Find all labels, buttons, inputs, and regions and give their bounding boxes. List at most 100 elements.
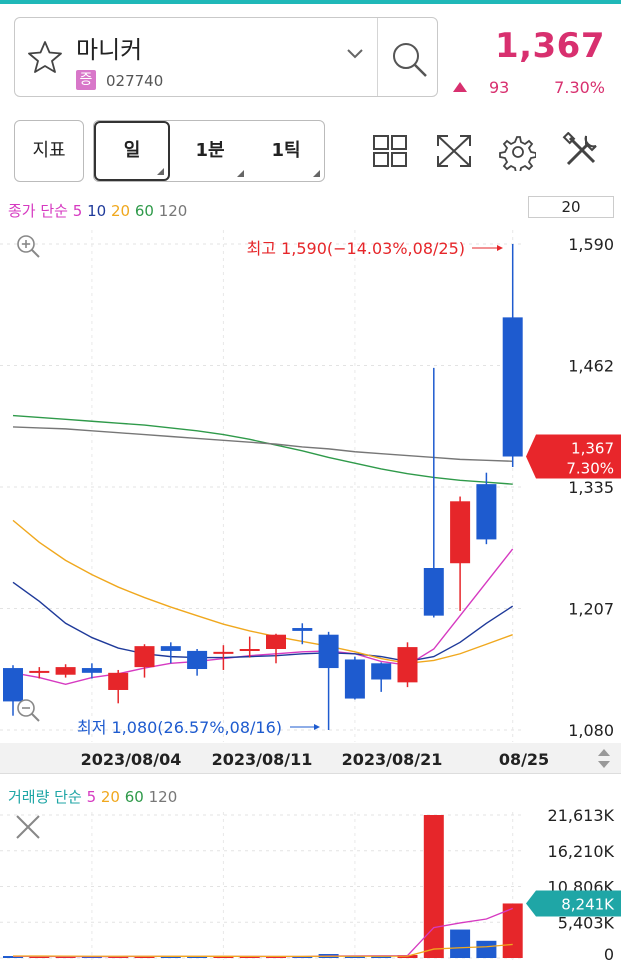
volume-bar xyxy=(134,956,155,958)
market-badge: 증 xyxy=(76,70,96,90)
current-price: 1,367 xyxy=(494,26,605,66)
volume-bar xyxy=(266,956,286,958)
candle-body xyxy=(160,646,181,651)
chevron-down-icon[interactable] xyxy=(346,48,364,60)
volume-indicator-title: 거래량 단순 xyxy=(8,788,82,806)
current-price-tag-value: 1,367 xyxy=(571,440,614,458)
period-count-input[interactable]: 20 xyxy=(528,196,614,218)
candle-body xyxy=(239,649,260,651)
volume-bar xyxy=(29,956,50,958)
candle-body xyxy=(476,484,497,540)
vol-legend-ma60: 60 xyxy=(124,788,144,806)
stock-name: 마니커 xyxy=(76,36,143,64)
volume-bar xyxy=(292,956,313,958)
price-tick-label: 1,335 xyxy=(568,478,614,497)
close-icon-stroke xyxy=(16,815,40,839)
candle-body xyxy=(3,668,23,702)
vol-ma-line-20 xyxy=(12,943,513,958)
period-day-button[interactable]: 일 xyxy=(94,121,170,181)
vol-legend-ma5: 5 xyxy=(86,788,97,806)
vol-ma-line-5 xyxy=(12,907,513,958)
price-indicator-title: 종가 단순 xyxy=(8,202,68,220)
high-arrow-head xyxy=(497,245,503,251)
volume-bar xyxy=(502,903,523,958)
stock-search-box[interactable] xyxy=(14,17,438,97)
candle-body xyxy=(371,663,392,680)
period-1min-button[interactable]: 1분 xyxy=(172,121,248,181)
tools-icon[interactable] xyxy=(562,132,600,170)
period-1tick-button[interactable]: 1틱 xyxy=(248,121,324,181)
zoom-in-icon xyxy=(17,235,40,258)
period-1tick-label: 1틱 xyxy=(271,140,301,161)
candle-body xyxy=(318,634,339,669)
volume-bar xyxy=(213,956,234,958)
volume-bar xyxy=(3,956,23,958)
candle-body xyxy=(397,647,418,683)
candle-body xyxy=(344,659,365,699)
candle-body xyxy=(55,667,76,675)
candle-body xyxy=(450,501,471,564)
candle-body xyxy=(134,646,155,668)
legend-ma10: 10 xyxy=(87,202,107,220)
ma-line-60 xyxy=(12,414,513,485)
price-tick-label: 1,590 xyxy=(568,235,614,254)
favorite-star-icon[interactable] xyxy=(28,40,62,74)
volume-bar xyxy=(371,956,392,958)
price-change: 93 xyxy=(489,78,510,97)
vol-tick-label: 16,210K xyxy=(548,842,615,861)
vol-tick-label: 5,403K xyxy=(558,913,615,932)
zoom-out-circle xyxy=(17,699,35,717)
settings-gear-icon[interactable] xyxy=(498,133,536,171)
volume-bar xyxy=(397,955,418,958)
price-tick-label: 1,080 xyxy=(568,721,614,740)
volume-indicator-legend: 거래량 단순 5 20 60 120 xyxy=(8,786,177,807)
stock-code: 027740 xyxy=(106,72,164,90)
volume-bar xyxy=(318,954,339,958)
zoom-in-circle xyxy=(17,235,35,253)
layout-grid-icon[interactable] xyxy=(372,134,408,168)
candle-body xyxy=(502,317,523,457)
panel-separator xyxy=(0,773,621,774)
candle-body xyxy=(292,628,313,631)
zoom-in-handle xyxy=(31,249,40,258)
current-price-tag xyxy=(526,434,621,479)
date-axis-strip xyxy=(0,743,621,773)
indicator-button[interactable]: 지표 xyxy=(14,120,84,182)
price-indicator-legend: 종가 단순 5 10 20 60 120 xyxy=(8,200,187,221)
vol-tick-label: 21,613K xyxy=(548,806,615,825)
candle-body xyxy=(423,568,444,616)
price-tick-label: 1,462 xyxy=(568,357,614,376)
period-1min-label: 1분 xyxy=(195,140,225,161)
legend-ma120: 120 xyxy=(158,202,188,220)
candle-body xyxy=(187,650,208,670)
volume-bar xyxy=(450,929,471,958)
volume-bar xyxy=(187,956,208,958)
period-selector: 일 1분 1틱 xyxy=(93,120,325,182)
vol-legend-ma120: 120 xyxy=(148,788,178,806)
period-day-corner-icon xyxy=(157,168,164,175)
ma-line-5 xyxy=(12,548,514,685)
fullscreen-icon[interactable] xyxy=(434,132,474,170)
period-1min-corner-icon xyxy=(237,170,244,177)
search-icon[interactable] xyxy=(390,40,430,80)
candle-body xyxy=(108,672,129,690)
low-annotation: 최저 1,080(26.57%,08/16) xyxy=(77,718,282,737)
low-arrow-head xyxy=(314,724,320,730)
volume-bar xyxy=(423,815,444,958)
zoom-out-icon xyxy=(17,699,40,722)
ma-line-120 xyxy=(12,426,513,462)
current-volume-tag-value: 8,241K xyxy=(561,895,615,913)
candle-body xyxy=(29,670,50,673)
current-volume-tag xyxy=(526,890,621,917)
volume-bar xyxy=(55,956,76,958)
current-pct-tag-value: 7.30% xyxy=(566,460,614,478)
search-divider xyxy=(377,18,378,96)
high-annotation: 최고 1,590(−14.03%,08/25) xyxy=(247,239,465,258)
close-icon-stroke xyxy=(16,815,40,839)
ma-line-20 xyxy=(12,519,513,665)
period-day-label: 일 xyxy=(123,140,141,161)
up-triangle-icon xyxy=(453,82,467,92)
legend-ma20: 20 xyxy=(110,202,131,220)
vol-legend-ma20: 20 xyxy=(100,788,120,806)
ma-line-10 xyxy=(12,581,514,663)
